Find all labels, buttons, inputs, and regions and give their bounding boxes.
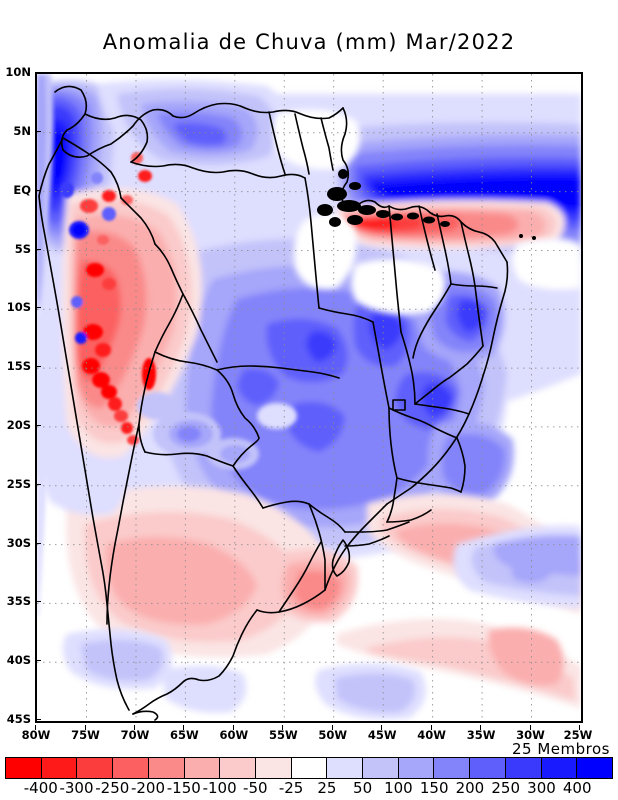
ytick-15S: 15S	[6, 359, 31, 374]
xtick-35W: 35W	[466, 728, 496, 742]
y-axis: 10N 5N EQ 5S 10S 15S 20S 25S 30S 35S 40S…	[0, 66, 31, 726]
colorbar-label-p200: 200	[455, 779, 485, 797]
colorbar-label-m150: -150	[166, 779, 201, 797]
xtick-45W: 45W	[367, 728, 397, 742]
ytick-5N: 5N	[13, 123, 31, 138]
colorbar-label-p300: 300	[527, 779, 556, 797]
ytick-mark-40S	[35, 660, 41, 662]
xtick-mark-35W	[480, 725, 482, 730]
colorbar-cell-12	[434, 758, 471, 778]
xtick-25W: 25W	[563, 728, 593, 742]
ytick-mark-30S	[35, 542, 41, 544]
colorbar-label-m25: -25	[278, 779, 304, 797]
xtick-mark-45W	[381, 725, 383, 730]
ytick-mark-10S	[35, 307, 41, 309]
anomaly-contour-map	[37, 74, 581, 721]
colorbar-cell-11	[398, 758, 435, 778]
colorbar-label-m200: -200	[130, 779, 166, 797]
colorbar-label-m50: -50	[243, 779, 268, 797]
colorbar-cell-8	[291, 758, 328, 778]
xtick-70W: 70W	[120, 728, 150, 742]
ytick-mark-EQ	[35, 189, 41, 191]
ytick-mark-35S	[35, 601, 41, 603]
colorbar-cell-1	[41, 758, 78, 778]
xtick-65W: 65W	[170, 728, 199, 742]
ytick-20S: 20S	[6, 417, 31, 432]
xtick-mark-25W	[579, 725, 580, 730]
map-plot-area[interactable]	[35, 72, 583, 723]
ytick-40S: 40S	[6, 653, 31, 668]
xtick-mark-55W	[282, 725, 284, 730]
colorbar-cell-13	[470, 758, 506, 778]
x-axis: 80W 75W 70W 65W 60W 55W 50W 45W 40W 35W …	[22, 725, 592, 745]
colorbar-cell-9	[327, 758, 364, 778]
colorbar-label-p25: 25	[317, 779, 337, 797]
colorbar-cell-3	[113, 758, 149, 778]
page-title: Anomalia de Chuva (mm) Mar/2022	[102, 30, 516, 54]
colorbar-labels: -400 -300 -250 -200 -150 -100 -50 -25 25…	[5, 781, 613, 799]
ytick-mark-45S	[35, 719, 41, 720]
ytick-mark-15S	[35, 366, 41, 368]
ytick-mark-25S	[35, 483, 41, 485]
ytick-5S: 5S	[14, 241, 31, 256]
colorbar-label-m300: -300	[59, 779, 94, 797]
ytick-mark-10N	[35, 72, 41, 73]
coastal-detail-cluster	[317, 169, 536, 240]
ytick-25S: 25S	[6, 476, 31, 491]
colorbar-label-m400: -400	[23, 779, 58, 797]
colorbar-cell-2	[77, 758, 114, 778]
colorbar-label-m100: -100	[202, 779, 237, 797]
xtick-30W: 30W	[516, 728, 545, 742]
ytick-EQ: EQ	[13, 182, 31, 197]
xtick-mark-50W	[331, 725, 333, 730]
ytick-45S: 45S	[6, 712, 31, 726]
xtick-mark-80W	[35, 725, 36, 730]
xtick-50W: 50W	[318, 728, 348, 742]
ytick-35S: 35S	[6, 594, 31, 609]
xtick-mark-60W	[232, 725, 234, 730]
colorbar-cell-5	[184, 758, 221, 778]
colorbar-cell-16	[577, 758, 612, 778]
colorbar-cell-14	[505, 758, 542, 778]
xtick-mark-30W	[529, 725, 531, 730]
ytick-mark-5S	[35, 248, 41, 250]
colorbar-label-p400: 400	[562, 779, 592, 797]
xtick-60W: 60W	[219, 728, 249, 742]
colorbar-cell-7	[255, 758, 292, 778]
ytick-10S: 10S	[6, 300, 31, 315]
colorbar-cell-6	[220, 758, 256, 778]
xtick-mark-70W	[134, 725, 135, 730]
coastline-overlay	[38, 85, 509, 721]
xtick-75W: 75W	[71, 728, 100, 742]
ytick-30S: 30S	[6, 535, 31, 550]
xtick-mark-75W	[84, 725, 86, 730]
xtick-mark-40W	[430, 725, 432, 730]
colorbar[interactable]	[5, 757, 613, 779]
colorbar-cell-15	[541, 758, 578, 778]
colorbar-label-p100: 100	[384, 779, 413, 797]
colorbar-cell-0	[6, 758, 42, 778]
colorbar-label-p150: 150	[419, 779, 449, 797]
colorbar-cell-4	[148, 758, 185, 778]
ytick-mark-5N	[35, 130, 41, 132]
xtick-40W: 40W	[417, 728, 446, 742]
ensemble-members-note: 25 Membros	[512, 740, 610, 758]
ytick-mark-20S	[35, 424, 41, 426]
colorbar-label-m250: -250	[95, 779, 130, 797]
colorbar-label-p50: 50	[353, 779, 373, 797]
colorbar-cell-10	[363, 758, 399, 778]
ytick-10N: 10N	[5, 65, 31, 79]
xtick-80W: 80W	[21, 728, 51, 742]
xtick-mark-65W	[183, 725, 185, 730]
colorbar-label-p250: 250	[491, 779, 521, 797]
xtick-55W: 55W	[268, 728, 298, 742]
